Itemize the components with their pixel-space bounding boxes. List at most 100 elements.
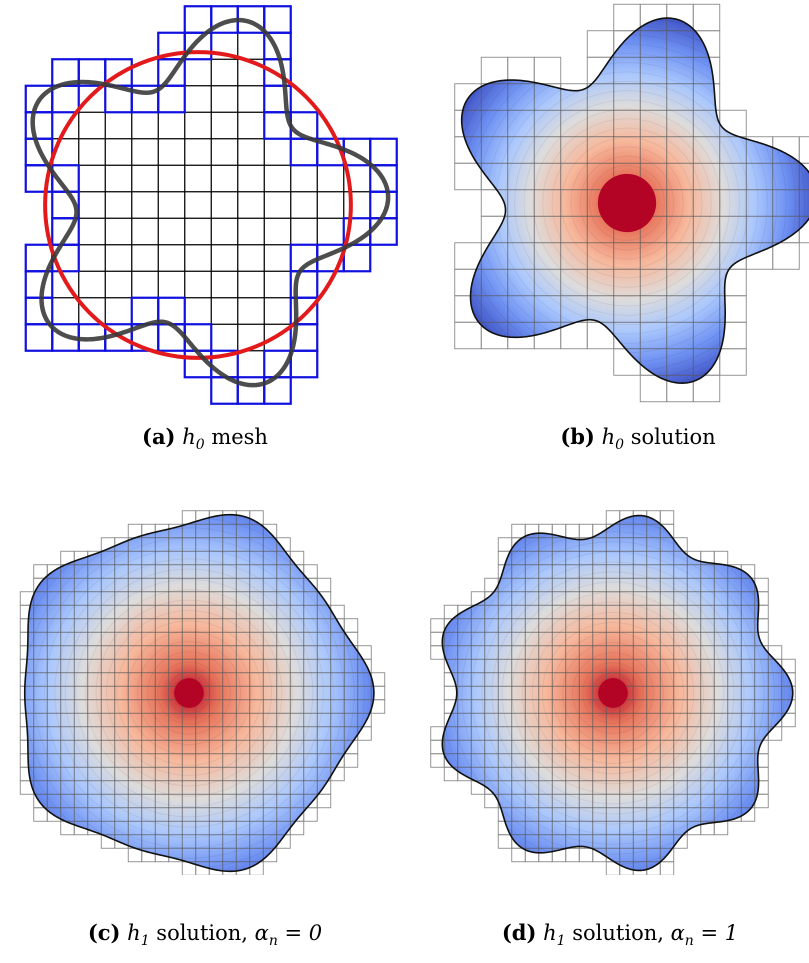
grid-cell	[33, 564, 48, 579]
grid-cell	[210, 244, 239, 272]
grid-cell	[210, 164, 239, 193]
grid-cell	[290, 138, 318, 166]
grid-cell	[719, 348, 747, 376]
grid-cell	[210, 191, 239, 219]
contour-ring	[562, 642, 664, 744]
grid-cell	[184, 58, 212, 87]
grid-cell	[713, 550, 729, 566]
grid-cell	[210, 138, 239, 166]
contour-ring	[461, 541, 765, 845]
grid-cell	[237, 270, 265, 299]
grid-cell	[370, 685, 374, 701]
grid-cell	[157, 217, 186, 246]
boundary-outline	[460, 17, 809, 384]
grid-cell	[659, 861, 675, 875]
grid-cell	[184, 164, 212, 193]
contour-ring	[126, 630, 252, 756]
grid-cell	[343, 618, 359, 633]
caption-a: (a) h0 mesh	[105, 424, 305, 453]
contour-ring	[95, 599, 283, 787]
grid-cell	[511, 847, 526, 863]
grid-cell	[461, 162, 482, 191]
grid-cell	[184, 138, 212, 166]
grid-cell	[184, 191, 212, 219]
grid-cell	[157, 164, 186, 193]
contour-ring	[504, 80, 750, 326]
grid-cell	[210, 270, 239, 299]
grid-cell	[237, 350, 265, 378]
grid-cell	[184, 297, 212, 325]
grid-cell	[33, 564, 48, 579]
solution-plot	[19, 510, 386, 875]
grid-cell	[316, 577, 332, 593]
grid-cell	[659, 861, 675, 871]
caption-d-alpha: αn = 1	[670, 921, 739, 950]
contour-ring	[511, 591, 715, 795]
grid-cell	[104, 191, 133, 219]
caption-a-text: mesh	[204, 425, 268, 449]
caption-a-math: h0	[182, 425, 205, 454]
grid-cell	[533, 56, 562, 85]
contour-ring	[157, 661, 221, 725]
grid-cell	[343, 244, 371, 272]
cut-cell	[263, 5, 292, 34]
grid-cell	[772, 242, 800, 270]
grid-cell	[586, 30, 615, 58]
grid-cell	[78, 164, 106, 193]
grid-cell	[713, 820, 729, 836]
grid-cell	[131, 138, 159, 166]
grid-cell	[25, 111, 53, 140]
panel-a-mesh	[0, 0, 400, 420]
cut-cell	[342, 243, 372, 273]
grid-cell	[263, 270, 292, 299]
cut-cell	[369, 137, 398, 167]
cut-cell	[51, 84, 80, 114]
grid-cell	[131, 191, 159, 219]
grid-cell	[263, 164, 292, 193]
contour-ring	[85, 589, 293, 797]
grid-cell	[303, 807, 318, 822]
grid-cell	[613, 18, 641, 32]
contour-ring	[44, 548, 334, 838]
contour-ring	[570, 146, 684, 260]
contour-ring	[560, 136, 694, 270]
grid-cell	[316, 793, 332, 809]
grid-cell	[157, 270, 186, 299]
cut-cell	[236, 376, 266, 405]
grid-cell	[316, 217, 345, 246]
grid-cell	[104, 297, 133, 325]
grid-cell	[157, 85, 186, 113]
grid-cell	[713, 550, 729, 566]
boundary-outline	[441, 514, 794, 872]
contour-ring	[471, 551, 755, 835]
grid-cell	[33, 807, 48, 822]
grid-cell	[454, 321, 482, 350]
grid-cell	[442, 753, 445, 768]
grid-cell	[78, 138, 106, 166]
grid-cell	[586, 30, 615, 58]
grid-cell	[210, 217, 239, 246]
caption-b: (b) h0 solution	[528, 424, 748, 453]
caption-c-label: (c)	[87, 920, 121, 945]
grid-cell	[78, 111, 106, 140]
grid-cell	[131, 217, 159, 246]
boundary-outline	[23, 513, 375, 873]
panel-b-solution	[405, 0, 809, 420]
core	[597, 173, 657, 233]
grid-cell	[104, 217, 133, 246]
grid-cell	[210, 85, 239, 113]
grid-cell	[578, 523, 594, 539]
cut-cell	[289, 137, 319, 167]
caption-d-label: (d)	[501, 920, 537, 945]
grid-cell	[210, 323, 239, 352]
grid-cell	[78, 85, 106, 113]
contour-ring	[582, 662, 644, 724]
grid-cell	[798, 136, 809, 164]
solution-plot	[430, 510, 796, 875]
grid-cell	[131, 270, 159, 299]
grid-cell	[565, 847, 580, 863]
grid-cell	[659, 510, 675, 525]
grid-cell	[369, 138, 398, 166]
grid-cell	[613, 3, 641, 32]
caption-b-label: (b)	[560, 424, 595, 449]
